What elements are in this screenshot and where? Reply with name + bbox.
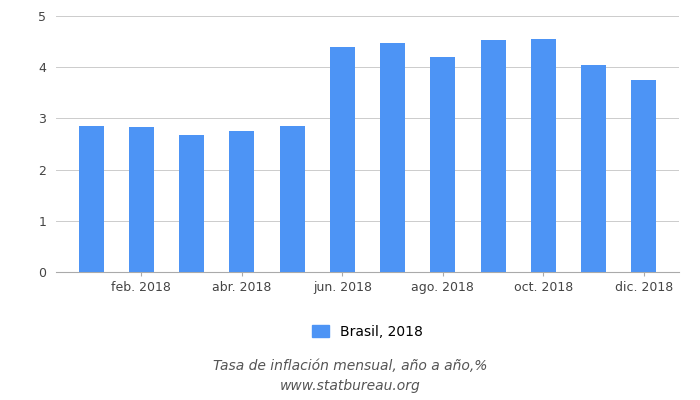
Bar	[129, 126, 154, 272]
Bar	[430, 58, 456, 272]
Text: Tasa de inflación mensual, año a año,%: Tasa de inflación mensual, año a año,%	[213, 359, 487, 373]
Text: www.statbureau.org: www.statbureau.org	[279, 379, 421, 393]
Bar	[581, 65, 606, 272]
Bar	[230, 131, 255, 272]
Bar	[380, 43, 405, 272]
Bar	[531, 38, 556, 272]
Legend: Brasil, 2018: Brasil, 2018	[312, 325, 423, 339]
Bar	[480, 40, 505, 272]
Bar	[330, 47, 355, 272]
Bar	[179, 135, 204, 272]
Bar	[279, 126, 304, 272]
Bar	[631, 80, 657, 272]
Bar	[78, 126, 104, 272]
